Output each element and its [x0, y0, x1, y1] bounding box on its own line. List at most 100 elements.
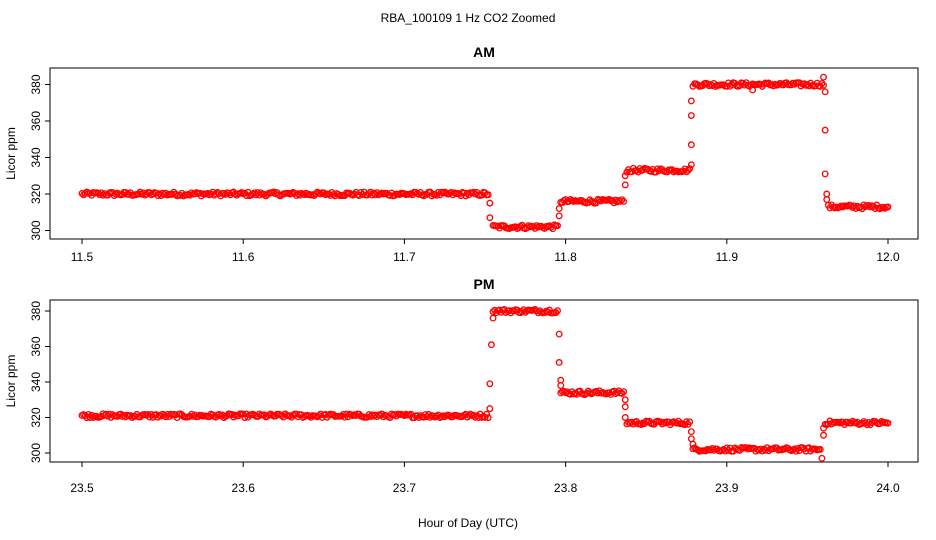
pm-data-point — [486, 380, 494, 388]
pm-data-point — [391, 411, 399, 419]
am-data-point — [871, 205, 879, 213]
pm-data-point — [621, 403, 629, 411]
am-x-tick-label: 11.9 — [716, 250, 739, 264]
am-data-point — [621, 181, 629, 189]
am-data-point — [821, 170, 829, 178]
pm-data-point — [239, 410, 247, 418]
pm-y-tick-label: 300 — [29, 443, 43, 463]
pm-data-point — [689, 440, 697, 448]
am-x-tick-label: 11.5 — [71, 250, 94, 264]
am-data-point — [231, 190, 239, 198]
am-data-point — [724, 79, 732, 87]
am-data-point — [222, 190, 229, 198]
am-data-point — [884, 203, 892, 211]
am-data-point — [188, 189, 196, 197]
pm-data-point — [818, 454, 826, 462]
pm-data-point — [758, 447, 766, 455]
am-data-points — [78, 73, 892, 233]
pm-data-point — [433, 412, 441, 420]
am-data-point — [312, 190, 320, 198]
pm-data-point — [471, 413, 479, 421]
am-data-point — [396, 191, 404, 198]
am-data-point — [876, 205, 884, 213]
pm-x-axis: 23.5 23.6 23.7 23.8 23.9 24.0 — [70, 462, 900, 495]
pm-data-point — [379, 413, 387, 421]
am-x-tick-label: 11.7 — [393, 250, 416, 264]
am-data-point — [470, 188, 478, 196]
am-data-point — [554, 222, 561, 230]
am-data-point — [330, 191, 337, 199]
pm-data-points — [78, 306, 892, 462]
am-data-point — [620, 197, 628, 205]
pm-data-point — [637, 421, 645, 429]
am-plot-frame — [49, 67, 919, 240]
am-data-point — [191, 190, 199, 198]
am-panel-title: AM — [473, 44, 495, 60]
pm-data-point — [628, 418, 636, 426]
am-data-point — [555, 205, 563, 213]
pm-data-point — [708, 445, 716, 452]
pm-data-point — [194, 413, 202, 421]
pm-data-point — [486, 405, 494, 413]
am-data-point — [686, 165, 694, 173]
am-data-point — [207, 190, 215, 198]
pm-data-point — [154, 413, 162, 421]
pm-data-point — [215, 410, 223, 418]
pm-plot-frame — [49, 299, 919, 463]
am-data-point — [317, 190, 325, 198]
pm-data-point — [555, 330, 563, 338]
pm-data-point — [120, 411, 128, 419]
pm-data-point — [352, 412, 360, 420]
pm-data-point — [242, 410, 250, 418]
pm-data-point — [317, 410, 325, 418]
am-data-point — [143, 190, 150, 198]
figure-title: RBA_100109 1 Hz CO2 Zoomed — [381, 11, 556, 25]
pm-data-point — [301, 413, 308, 421]
am-data-point — [687, 141, 695, 149]
am-y-axis: 300 320 340 360 380 — [29, 74, 50, 241]
am-data-point — [296, 191, 304, 199]
am-x-axis: 11.5 11.6 11.7 11.8 11.9 12.0 — [71, 239, 900, 264]
pm-data-point — [305, 412, 313, 420]
am-data-point — [555, 212, 563, 220]
pm-data-point — [781, 445, 789, 453]
am-data-point — [639, 166, 647, 174]
pm-data-point — [465, 411, 473, 419]
am-data-point — [463, 189, 471, 197]
am-data-point — [160, 190, 168, 198]
am-data-point — [242, 192, 250, 200]
pm-data-point — [554, 307, 561, 315]
pm-x-tick-label: 23.7 — [393, 481, 417, 495]
pm-data-point — [820, 431, 827, 439]
pm-data-point — [371, 411, 379, 419]
pm-data-point — [868, 419, 876, 427]
pm-panel-title: PM — [474, 276, 495, 292]
pm-data-point — [884, 419, 892, 427]
am-data-point — [616, 197, 624, 205]
pm-y-tick-label: 340 — [29, 372, 43, 392]
pm-data-point — [618, 390, 626, 397]
pm-data-point — [620, 388, 628, 396]
pm-data-point — [89, 414, 97, 422]
am-data-point — [820, 73, 827, 81]
pm-data-point — [426, 413, 434, 421]
am-data-point — [823, 196, 831, 203]
pm-data-point — [102, 410, 110, 418]
am-data-point — [818, 80, 826, 87]
am-data-point — [101, 190, 109, 198]
am-data-point — [442, 189, 450, 197]
am-data-point — [621, 172, 629, 180]
am-data-point — [774, 81, 782, 89]
am-panel: AM Licor ppm 11.5 11.6 11.7 11.8 11.9 12.0 30… — [4, 44, 919, 264]
am-data-point — [257, 189, 265, 197]
pm-data-point — [157, 412, 165, 420]
am-data-point — [821, 88, 829, 96]
pm-data-point — [657, 418, 665, 426]
am-y-tick-label: 340 — [29, 147, 43, 167]
am-data-point — [687, 161, 695, 169]
am-data-point — [860, 201, 868, 209]
pm-data-point — [557, 382, 565, 389]
pm-data-point — [621, 414, 629, 421]
am-data-point — [749, 86, 757, 94]
